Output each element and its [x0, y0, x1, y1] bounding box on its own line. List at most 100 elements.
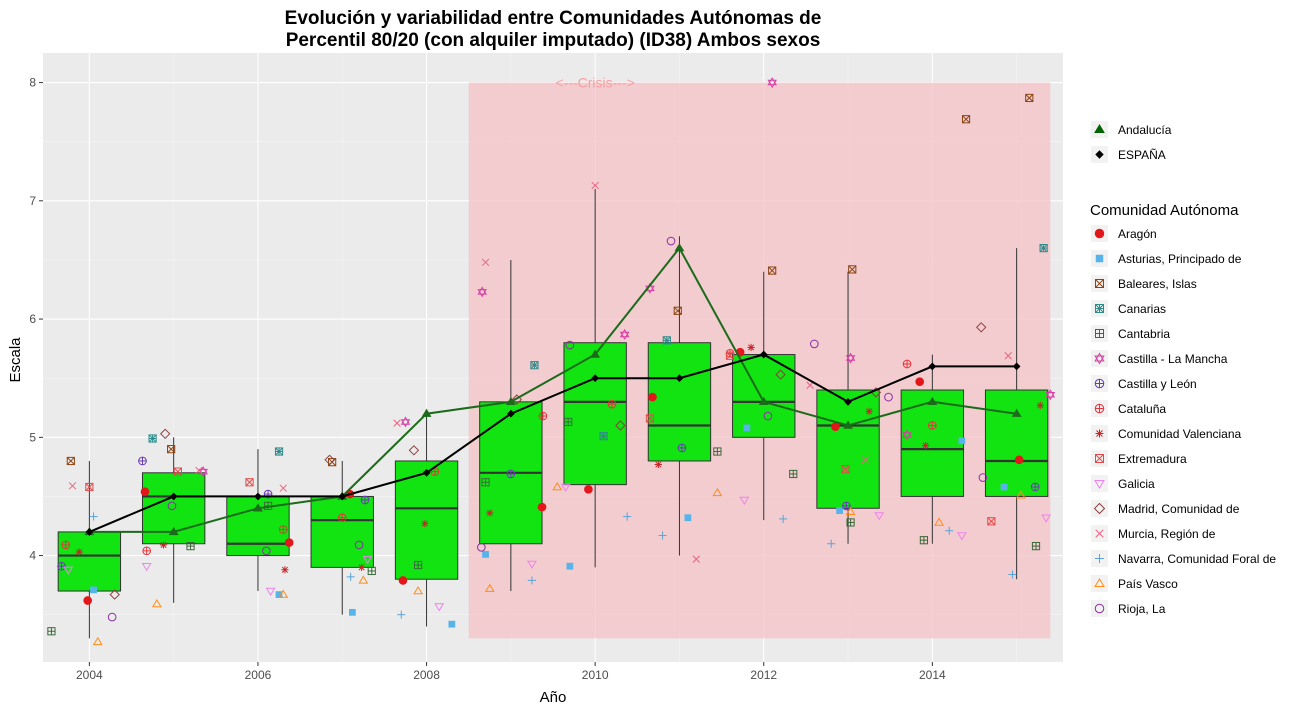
point [348, 608, 356, 616]
series-Extremadura [85, 351, 996, 526]
point [107, 612, 117, 622]
chart-title-line2: Percentil 80/20 (con alquiler imputado) … [286, 30, 821, 51]
legend-item-Castilla y León: Castilla y León [1091, 375, 1197, 392]
box-body [900, 389, 965, 497]
box-body [816, 389, 880, 509]
point [83, 596, 93, 605]
legend-key [1091, 350, 1108, 367]
legend-item-Comunidad Valenciana: Comunidad Valenciana [1091, 425, 1242, 442]
point [89, 512, 98, 521]
series-Murcia, Región de [68, 181, 1012, 563]
box-2008 [394, 413, 459, 627]
x-axis-title: Año [540, 689, 567, 706]
legend-item-Asturias, Principado de: Asturias, Principado de [1091, 250, 1242, 267]
legend-label: Cataluña [1118, 402, 1166, 416]
point [806, 381, 814, 390]
line-point [843, 420, 853, 429]
point [140, 487, 150, 497]
point [775, 369, 786, 380]
point [68, 482, 77, 490]
point [397, 610, 406, 619]
line-point [1011, 408, 1022, 417]
point [530, 361, 539, 370]
line-point [674, 243, 685, 252]
point [743, 424, 751, 432]
point [90, 586, 97, 594]
point [151, 599, 162, 608]
point [615, 420, 626, 431]
point [827, 539, 836, 548]
series-line [89, 246, 1017, 533]
point [281, 566, 289, 574]
legend-label: ESPAÑA [1118, 148, 1166, 162]
legend: Andalucía ESPAÑA Comunidad Autónoma Aragón A… [1090, 121, 1276, 617]
legend-key [1091, 575, 1108, 592]
line-point [506, 409, 515, 418]
series-Castilla y León [57, 443, 1040, 571]
point [565, 340, 575, 350]
point [486, 509, 494, 517]
legend-key [1091, 475, 1108, 492]
point [1039, 244, 1048, 253]
point [398, 576, 408, 585]
line-point [85, 528, 94, 536]
line-ESPAÑA [85, 350, 1021, 536]
point [975, 322, 987, 333]
point [167, 445, 176, 454]
y-axis-title: Escala [7, 337, 24, 383]
line-point [169, 492, 178, 501]
series-Galicia [63, 483, 1052, 612]
point [978, 473, 988, 482]
box-body [394, 460, 459, 580]
plot-area: <---Crisis---> 4 5 6 7 8 2004 2006 2008 2010 2012 2… [29, 53, 1063, 682]
point [57, 561, 66, 571]
point [195, 466, 203, 475]
legend-item-Baleares, Islas: Baleares, Islas [1091, 275, 1197, 292]
point [538, 411, 548, 421]
point [527, 576, 536, 585]
point [477, 286, 487, 298]
point [712, 487, 723, 497]
crisis-annotation: <---Crisis---> [555, 75, 634, 91]
legend-item-Galicia: Galicia [1091, 475, 1155, 492]
point [831, 422, 840, 432]
point [284, 538, 294, 547]
point [434, 603, 445, 612]
point [566, 562, 574, 570]
series-Madrid, Comunidad de [109, 322, 987, 600]
point [779, 514, 788, 523]
point [767, 77, 777, 89]
legend-label: Rioja, La [1118, 602, 1166, 616]
legend-label: País Vasco [1118, 577, 1178, 591]
point [173, 467, 182, 476]
point [278, 525, 288, 534]
point [809, 339, 819, 349]
series-Baleares, Islas [66, 93, 1034, 467]
point [645, 414, 655, 423]
point [884, 392, 893, 402]
point [915, 377, 925, 387]
line-point [421, 408, 432, 417]
point [448, 620, 456, 628]
legend-label: Murcia, Región de [1118, 527, 1216, 541]
legend-label: Castilla y León [1118, 377, 1197, 391]
point [623, 512, 632, 521]
point [928, 421, 937, 430]
point [692, 555, 701, 563]
x-tick-label: 2008 [413, 668, 440, 682]
point [961, 115, 971, 124]
point [262, 546, 271, 556]
point [725, 351, 735, 360]
point [673, 306, 682, 315]
series-Castilla - La Mancha [198, 77, 1056, 478]
point [75, 548, 83, 556]
point [414, 560, 423, 570]
point [484, 583, 495, 592]
point [845, 506, 856, 515]
legend-label: Asturias, Principado de [1118, 252, 1242, 266]
point [789, 469, 798, 479]
point [159, 541, 168, 549]
legend-item-Navarra, Comunidad Foral de: Navarra, Comunidad Foral de [1091, 550, 1276, 567]
legend-item-Madrid, Comunidad de: Madrid, Comunidad de [1091, 500, 1240, 517]
point [537, 502, 547, 512]
